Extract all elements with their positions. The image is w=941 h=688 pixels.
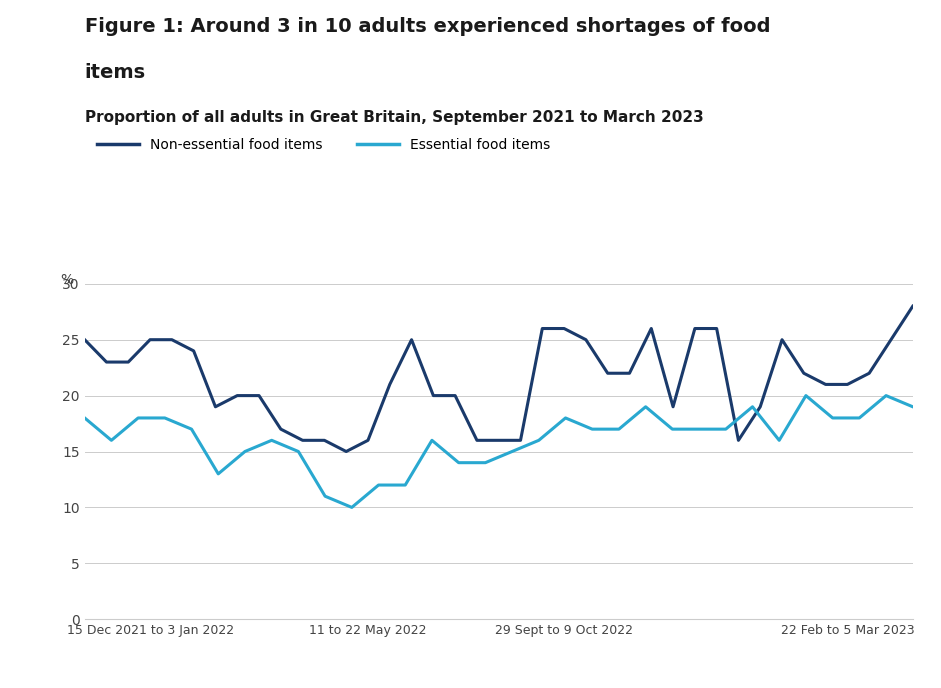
Text: Proportion of all adults in Great Britain, September 2021 to March 2023: Proportion of all adults in Great Britai… <box>85 110 704 125</box>
Text: %: % <box>60 272 73 287</box>
Text: items: items <box>85 63 146 83</box>
Text: Figure 1: Around 3 in 10 adults experienced shortages of food: Figure 1: Around 3 in 10 adults experien… <box>85 17 770 36</box>
Legend: Non-essential food items, Essential food items: Non-essential food items, Essential food… <box>91 132 556 158</box>
